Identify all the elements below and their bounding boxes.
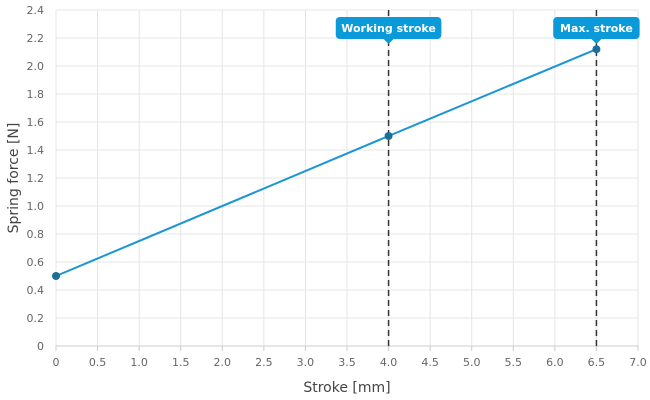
x-tick-label: 0 (53, 356, 60, 369)
x-tick-label: 1.5 (172, 356, 190, 369)
x-tick-label: 6.5 (588, 356, 606, 369)
callout-box (553, 17, 640, 39)
x-tick-label: 3.5 (338, 356, 356, 369)
x-tick-label: 4.5 (421, 356, 439, 369)
y-tick-label: 1.8 (27, 88, 45, 101)
callouts: Working stroke Max. stroke (335, 17, 640, 44)
x-tick-label: 2.5 (255, 356, 273, 369)
x-axis-title: Stroke [mm] (303, 380, 390, 396)
y-tick-label: 2.4 (27, 4, 45, 17)
callout-pointer (591, 39, 602, 44)
data-point[interactable] (592, 45, 601, 54)
x-tick-label: 5.0 (463, 356, 481, 369)
x-tick-label: 3.0 (297, 356, 315, 369)
y-tick-label: 1.2 (27, 172, 45, 185)
data-point[interactable] (384, 132, 393, 140)
x-tick-label: 2.0 (214, 356, 232, 369)
x-tick-label: 1.0 (130, 356, 148, 369)
series (52, 45, 601, 280)
x-tick-label: 4.0 (380, 356, 398, 369)
y-axis-title: Spring force [N] (6, 123, 22, 234)
x-tick-labels: 0 0.5 1.0 1.5 2.0 2.5 3.0 3.5 4.0 4.5 5.0 5.5 6.0 6.5… (53, 356, 647, 369)
series-line (55, 48, 597, 277)
callout-label: Working stroke (341, 22, 436, 35)
callout-pointer (383, 39, 394, 44)
y-tick-labels: 0 0.2 0.4 0.6 0.8 1.0 1.2 1.4 1.6 1.8 2.0 2.2 2.4 (27, 4, 45, 353)
y-tick-label: 0.6 (27, 256, 45, 269)
x-tick-label: 5.5 (505, 356, 523, 369)
y-tick-label: 2.0 (27, 60, 45, 73)
y-tick-label: 0.2 (27, 312, 45, 325)
y-tick-label: 1.4 (27, 144, 45, 157)
y-tick-label: 1.6 (27, 116, 45, 129)
callout-label: Max. stroke (560, 22, 633, 35)
reference-lines (387, 10, 598, 346)
y-tick-label: 2.2 (27, 32, 45, 45)
y-tick-label: 0 (37, 340, 44, 353)
callout-box (335, 17, 442, 39)
data-point[interactable] (52, 272, 60, 280)
y-tick-label: 0.8 (27, 228, 45, 241)
axes (55, 345, 639, 351)
x-tick-label: 6.0 (546, 356, 564, 369)
x-tick-label: 0.5 (89, 356, 107, 369)
grid (55, 9, 639, 346)
y-tick-label: 0.4 (27, 284, 45, 297)
x-tick-label: 7.0 (629, 356, 647, 369)
y-tick-label: 1.0 (27, 200, 45, 213)
